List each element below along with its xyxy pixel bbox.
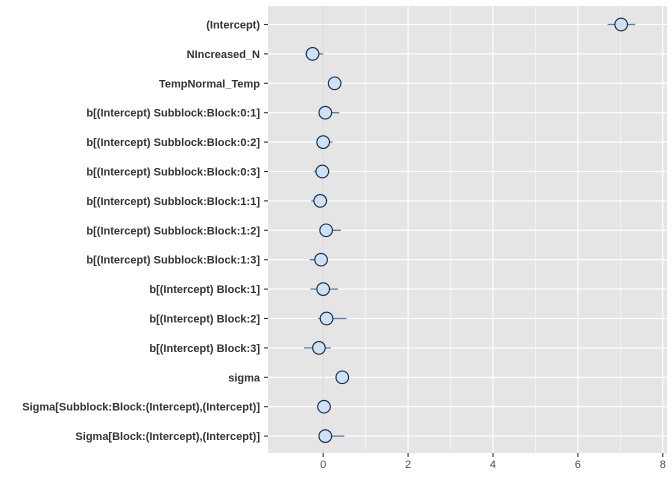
point-estimate	[335, 370, 350, 385]
point-estimate	[315, 164, 330, 179]
x-tick-label: 8	[660, 459, 666, 471]
point-estimate	[305, 47, 320, 61]
parameter-label: b[(Intercept) Subblock:Block:1:3]	[86, 255, 260, 267]
x-tick-label: 4	[490, 459, 496, 471]
x-tick-label: 2	[405, 459, 411, 471]
parameter-label: b[(Intercept) Subblock:Block:0:3]	[86, 167, 260, 179]
parameter-label: sigma	[228, 372, 261, 384]
point-estimate	[313, 194, 328, 208]
parameter-label: b[(Intercept) Subblock:Block:0:1]	[86, 108, 260, 120]
point-estimate	[316, 135, 331, 149]
point-estimate	[312, 341, 326, 355]
point-estimate	[327, 76, 342, 91]
point-estimate	[614, 17, 629, 32]
point-estimate	[319, 223, 334, 238]
parameter-label: b[(Intercept) Subblock:Block:0:2]	[86, 137, 260, 149]
x-tick-label: 0	[320, 459, 326, 471]
point-estimate	[316, 282, 331, 296]
point-estimate	[318, 429, 333, 443]
point-estimate	[318, 105, 333, 120]
parameter-label: NIncreased_N	[187, 49, 260, 61]
parameter-label: b[(Intercept) Subblock:Block:1:2]	[86, 225, 260, 237]
parameter-label: b[(Intercept) Subblock:Block:1:1]	[86, 196, 260, 208]
point-intervals	[304, 17, 636, 443]
parameter-label: TempNormal_Temp	[159, 78, 260, 90]
point-estimate	[314, 252, 328, 267]
x-tick-label: 6	[575, 459, 581, 471]
parameter-label: (Intercept)	[206, 20, 260, 32]
parameter-label: b[(Intercept) Block:1]	[149, 284, 260, 296]
point-estimate	[317, 399, 331, 414]
parameter-label: Sigma[Subblock:Block:(Intercept),(Interc…	[22, 402, 260, 414]
parameter-label: Sigma[Block:(Intercept),(Intercept)]	[75, 431, 260, 443]
grid-lines	[268, 6, 667, 453]
axes: 0 2 4 6 8 (Intercept) NIncreased_N TempNormal_T…	[22, 20, 666, 472]
parameter-label: b[(Intercept) Block:2]	[149, 314, 260, 326]
point-estimate	[319, 311, 334, 326]
parameter-label: b[(Intercept) Block:3]	[149, 343, 260, 355]
